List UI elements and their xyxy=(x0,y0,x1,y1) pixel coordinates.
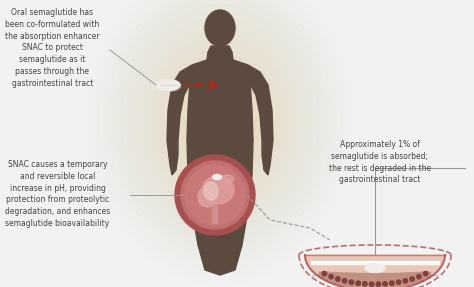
Polygon shape xyxy=(310,261,439,264)
FancyBboxPatch shape xyxy=(319,272,329,278)
Circle shape xyxy=(383,282,387,286)
Circle shape xyxy=(396,280,401,284)
Circle shape xyxy=(175,155,255,235)
Ellipse shape xyxy=(202,176,234,204)
FancyBboxPatch shape xyxy=(380,274,390,287)
FancyBboxPatch shape xyxy=(346,273,356,287)
Ellipse shape xyxy=(198,187,216,207)
Polygon shape xyxy=(167,46,273,275)
Text: Oral semaglutide has
been co-formulated with
the absorption enhancer
SNAC to pro: Oral semaglutide has been co-formulated … xyxy=(5,8,100,88)
Circle shape xyxy=(342,279,347,283)
Ellipse shape xyxy=(220,175,234,183)
FancyBboxPatch shape xyxy=(387,274,397,287)
FancyBboxPatch shape xyxy=(333,273,343,284)
Circle shape xyxy=(376,282,381,286)
FancyBboxPatch shape xyxy=(360,274,370,287)
Text: SNAC causes a temporary
and reversible local
increase in pH, providing
protectio: SNAC causes a temporary and reversible l… xyxy=(5,160,110,228)
FancyBboxPatch shape xyxy=(339,273,350,285)
Circle shape xyxy=(356,281,360,285)
Circle shape xyxy=(349,280,354,284)
Polygon shape xyxy=(305,255,445,287)
FancyBboxPatch shape xyxy=(401,273,410,285)
Circle shape xyxy=(181,161,249,229)
Circle shape xyxy=(336,277,340,281)
Circle shape xyxy=(369,282,374,286)
FancyBboxPatch shape xyxy=(374,274,383,287)
Text: Approximately 1% of
semaglutide is absorbed;
the rest is degraded in the
gastroi: Approximately 1% of semaglutide is absor… xyxy=(329,140,431,185)
FancyBboxPatch shape xyxy=(407,273,417,284)
FancyBboxPatch shape xyxy=(326,272,336,281)
Circle shape xyxy=(322,272,327,276)
FancyBboxPatch shape xyxy=(393,273,404,287)
Circle shape xyxy=(185,165,245,225)
Circle shape xyxy=(363,282,367,286)
Ellipse shape xyxy=(212,174,221,179)
Circle shape xyxy=(410,277,414,281)
Polygon shape xyxy=(210,80,218,90)
Circle shape xyxy=(417,274,421,279)
Ellipse shape xyxy=(204,182,218,200)
Ellipse shape xyxy=(205,10,235,46)
Ellipse shape xyxy=(157,80,181,92)
FancyBboxPatch shape xyxy=(414,272,424,281)
Polygon shape xyxy=(212,205,217,223)
Circle shape xyxy=(390,281,394,285)
Circle shape xyxy=(423,272,428,276)
Circle shape xyxy=(403,279,408,283)
Ellipse shape xyxy=(156,79,180,90)
FancyBboxPatch shape xyxy=(366,274,377,287)
FancyBboxPatch shape xyxy=(353,274,363,287)
Ellipse shape xyxy=(365,263,385,272)
Circle shape xyxy=(329,274,333,279)
FancyBboxPatch shape xyxy=(420,272,431,278)
